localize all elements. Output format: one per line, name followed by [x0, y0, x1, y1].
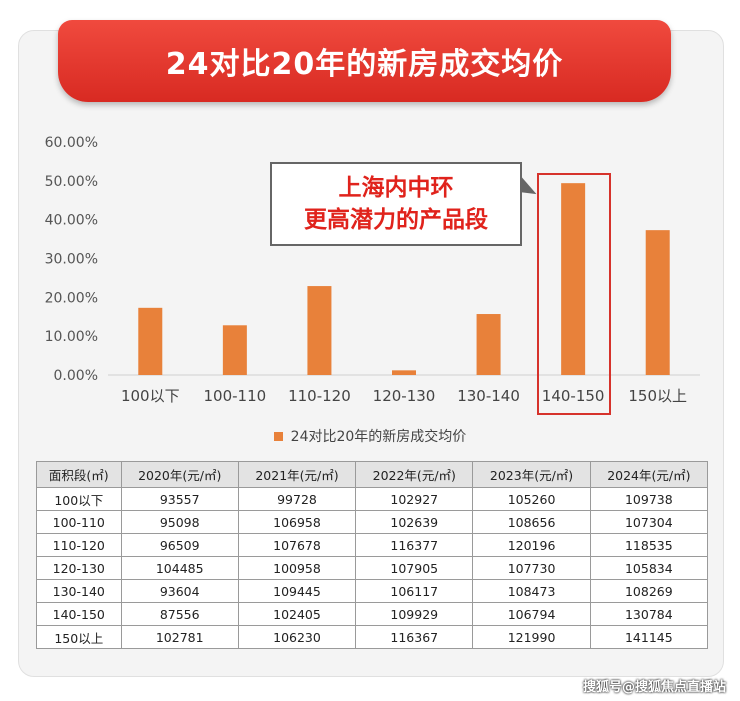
table-cell: 150以上	[36, 625, 122, 649]
y-tick-label: 30.00%	[45, 252, 98, 268]
table-cell: 140-150	[36, 602, 122, 626]
bar-100-110	[222, 325, 247, 375]
bar-150以上	[645, 230, 670, 375]
table-cell: 102927	[355, 487, 474, 511]
y-tick-label: 0.00%	[54, 368, 98, 384]
table-cell: 100958	[237, 556, 357, 580]
table-row: 140-150 87556 102405 109929 106794 130784	[36, 602, 709, 626]
table-cell: 107304	[589, 510, 709, 534]
table-cell: 109929	[355, 602, 474, 626]
table-cell: 108473	[472, 579, 591, 603]
table-cell: 120-130	[36, 556, 122, 580]
table-cell: 109738	[589, 487, 709, 511]
callout-line-2: 更高潜力的产品段	[304, 207, 488, 233]
table-cell: 96509	[120, 533, 239, 557]
bar-110-120	[307, 286, 332, 375]
table-row: 110-120 96509 107678 116377 120196 118535	[36, 533, 709, 557]
bar-130-140	[476, 314, 501, 375]
table-cell: 93604	[120, 579, 239, 603]
table-cell: 87556	[120, 602, 239, 626]
table-cell: 102781	[120, 625, 239, 649]
table-cell: 130-140	[36, 579, 122, 603]
y-tick-label: 20.00%	[45, 290, 98, 306]
bar-chart: 0.00% 10.00% 20.00% 30.00% 40.00% 50.00% 60.00…	[45, 135, 700, 405]
title-banner: 24对比20年的新房成交均价	[58, 20, 671, 102]
table-row: 130-140 93604 109445 106117 108473 108269	[36, 579, 709, 603]
table-header-cell: 2021年(元/㎡)	[237, 461, 357, 488]
table-cell: 116367	[355, 625, 474, 649]
table-cell: 95098	[120, 510, 239, 534]
table-row: 120-130 104485 100958 107905 107730 105834	[36, 556, 709, 580]
table-cell: 93557	[120, 487, 239, 511]
table-cell: 105834	[589, 556, 709, 580]
table-header-cell: 2020年(元/㎡)	[120, 461, 239, 488]
table-row: 100-110 95098 106958 102639 108656 107304	[36, 510, 709, 534]
table-cell: 100以下	[36, 487, 122, 511]
price-table: 面积段(㎡) 2020年(元/㎡) 2021年(元/㎡) 2022年(元/㎡) 2023…	[36, 461, 709, 649]
table-cell: 106230	[237, 625, 357, 649]
table-cell: 116377	[355, 533, 474, 557]
table-cell: 102639	[355, 510, 474, 534]
watermark: 搜狐号@搜狐焦点直播站	[582, 680, 726, 695]
x-tick-label: 130-140	[457, 387, 520, 405]
table-cell: 99728	[237, 487, 357, 511]
highlight-box	[537, 173, 611, 415]
chart-title: 24对比20年的新房成交均价	[165, 47, 564, 82]
table-cell: 106958	[237, 510, 357, 534]
y-tick-label: 50.00%	[45, 174, 98, 190]
y-tick-label: 60.00%	[45, 135, 98, 151]
table-cell: 100-110	[36, 510, 122, 534]
table-cell: 118535	[589, 533, 709, 557]
bar-140-150	[561, 183, 586, 375]
table-cell: 107730	[472, 556, 591, 580]
table-header-cell: 2022年(元/㎡)	[355, 461, 474, 488]
callout-box: 上海内中环 更高潜力的产品段	[270, 162, 522, 246]
y-tick-label: 10.00%	[45, 329, 98, 345]
table-cell: 107678	[237, 533, 357, 557]
table-cell: 109445	[237, 579, 357, 603]
x-tick-label: 100-110	[204, 387, 267, 405]
table-cell: 107905	[355, 556, 474, 580]
callout-line-1: 上海内中环	[338, 175, 454, 201]
x-tick-label: 110-120	[288, 387, 351, 405]
table-cell: 106794	[472, 602, 591, 626]
table-header-cell: 面积段(㎡)	[36, 461, 122, 488]
table-cell: 106117	[355, 579, 474, 603]
table-cell: 120196	[472, 533, 591, 557]
table-header-cell: 2023年(元/㎡)	[472, 461, 591, 488]
table-cell: 108269	[589, 579, 709, 603]
table-cell: 108656	[472, 510, 591, 534]
legend-label: 24对比20年的新房成交均价	[290, 429, 467, 445]
legend-swatch	[273, 431, 283, 441]
table-cell: 102405	[237, 602, 357, 626]
table-header-cell: 2024年(元/㎡)	[589, 461, 709, 488]
table-cell: 105260	[472, 487, 591, 511]
x-tick-label: 100以下	[121, 387, 180, 405]
x-tick-label: 120-130	[373, 387, 436, 405]
x-tick-label: 140-150	[542, 387, 605, 405]
y-tick-label: 40.00%	[45, 213, 98, 229]
table-body: 100以下 93557 99728 102927 105260 109738 100-110…	[36, 487, 709, 649]
table-header-row: 面积段(㎡) 2020年(元/㎡) 2021年(元/㎡) 2022年(元/㎡) 2023…	[36, 461, 709, 488]
legend: 24对比20年的新房成交均价	[0, 426, 740, 446]
table-cell: 104485	[120, 556, 239, 580]
bar-100以下	[138, 307, 163, 375]
table-cell: 110-120	[36, 533, 122, 557]
table-cell: 141145	[589, 625, 709, 649]
x-tick-label: 150以上	[628, 387, 687, 405]
table-cell: 130784	[589, 602, 709, 626]
table-cell: 121990	[472, 625, 591, 649]
bar-120-130	[392, 370, 416, 375]
table-row: 150以上 102781 106230 116367 121990 141145	[36, 625, 709, 649]
table-row: 100以下 93557 99728 102927 105260 109738	[36, 487, 709, 511]
